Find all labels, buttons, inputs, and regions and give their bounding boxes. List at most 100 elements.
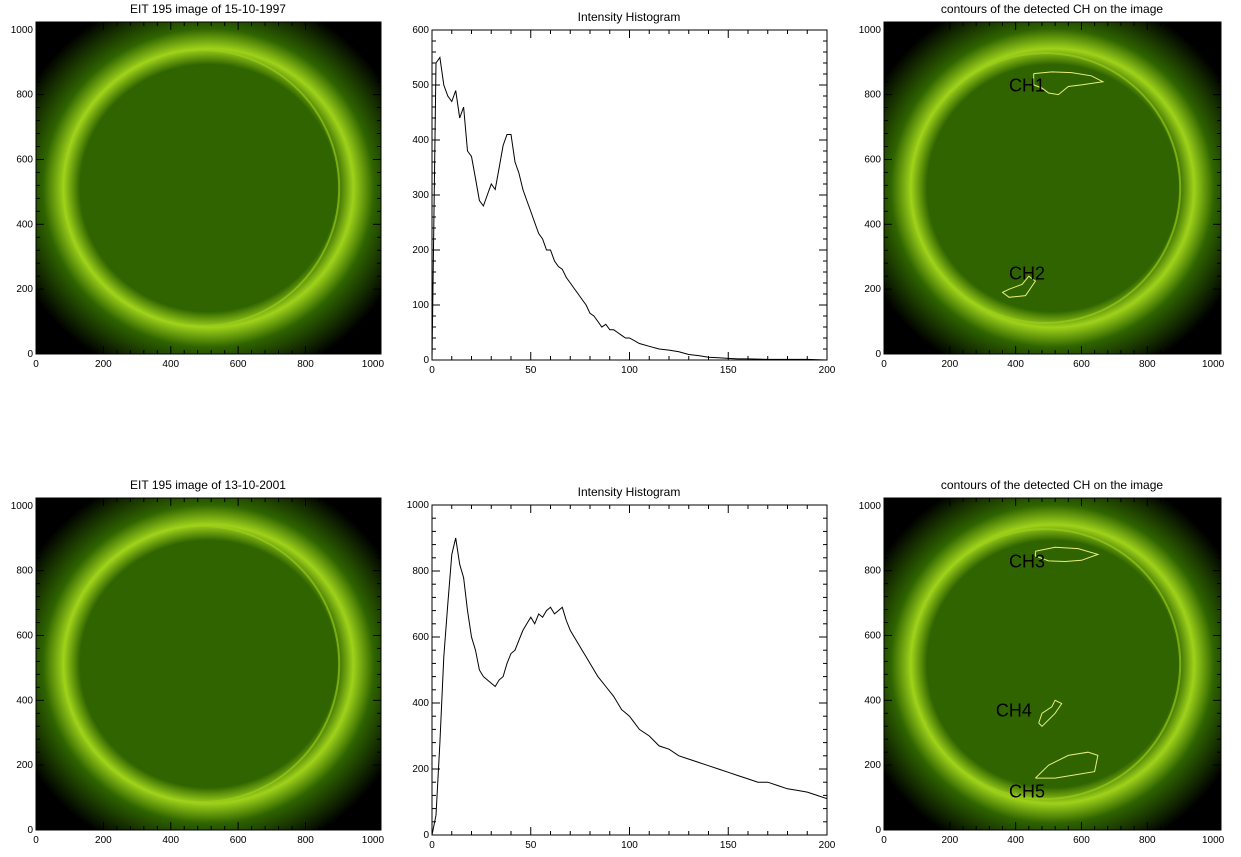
chart-svg: 0 200 400 600 800 1000 0 200 400 600 800 1000 xyxy=(11,21,384,370)
x-tick-label: 200 xyxy=(95,359,112,370)
x-tick-label: 200 xyxy=(95,835,112,846)
histogram-line xyxy=(431,537,828,836)
y-tick-label: 800 xyxy=(16,566,33,577)
x-tick-label: 800 xyxy=(1139,835,1156,846)
y-tick-label: 1000 xyxy=(11,501,34,512)
panel-contours-2001: contours of the detected CH on the image… xyxy=(859,478,1225,846)
x-tick-label: 200 xyxy=(941,359,958,370)
x-tick-label: 800 xyxy=(297,835,314,846)
chart-svg: 0 200 400 600 800 1000 0 200 400 600 800 1000 xyxy=(11,497,384,846)
chart-svg: 0 50 100 150 200 0 200 400 600 800 1000 xyxy=(407,500,836,851)
panel-eit-2001: EIT 195 image of 13-10-2001 0 200 400 600 80… xyxy=(11,478,385,846)
y-tick-label: 400 xyxy=(412,135,429,146)
y-tick-label: 1000 xyxy=(11,25,34,36)
x-tick-label: 150 xyxy=(720,840,737,851)
x-tick-label: 0 xyxy=(33,835,39,846)
solar-limb xyxy=(909,528,1182,800)
ch-contour xyxy=(1035,751,1099,779)
y-tick-label: 300 xyxy=(412,190,429,201)
x-tick-label: 400 xyxy=(1007,359,1024,370)
solar-limb xyxy=(61,48,341,328)
solar-image xyxy=(884,498,1221,830)
plot-area xyxy=(432,505,827,835)
y-tick-label: 200 xyxy=(864,284,881,295)
ch-label: CH3 xyxy=(1009,551,1045,571)
solar-limb xyxy=(61,524,341,804)
x-tick-label: 400 xyxy=(162,835,179,846)
panel-eit-1997: EIT 195 image of 15-10-1997 0 200 400 600 80… xyxy=(11,2,385,370)
y-tick-label: 400 xyxy=(16,695,33,706)
x-tick-label: 0 xyxy=(881,835,887,846)
x-tick-label: 150 xyxy=(720,365,737,376)
x-tick-label: 600 xyxy=(1073,359,1090,370)
y-tick-label: 1000 xyxy=(859,25,882,36)
x-tick-label: 400 xyxy=(1007,835,1024,846)
x-tick-label: 0 xyxy=(429,840,435,851)
y-tick-label: 0 xyxy=(27,349,33,360)
x-tick-label: 50 xyxy=(525,840,537,851)
y-tick-label: 0 xyxy=(423,355,429,366)
panel-title: Intensity Histogram xyxy=(577,10,681,24)
y-tick-label: 0 xyxy=(27,825,33,836)
y-tick-label: 800 xyxy=(864,90,881,101)
x-tick-label: 50 xyxy=(525,365,537,376)
x-tick-label: 100 xyxy=(621,365,638,376)
solar-image xyxy=(36,498,381,830)
x-tick-label: 0 xyxy=(881,359,887,370)
x-tick-label: 1000 xyxy=(1202,835,1225,846)
panel-title: Intensity Histogram xyxy=(577,485,681,499)
x-tick-label: 200 xyxy=(819,365,836,376)
solar-image xyxy=(36,22,381,354)
y-tick-label: 200 xyxy=(412,245,429,256)
y-tick-label: 600 xyxy=(864,154,881,165)
solar-image xyxy=(884,22,1221,354)
y-tick-label: 800 xyxy=(412,566,429,577)
panel-title: contours of the detected CH on the image xyxy=(940,478,1164,492)
y-tick-label: 200 xyxy=(412,764,429,775)
y-tick-label: 100 xyxy=(412,300,429,311)
x-tick-label: 1000 xyxy=(1202,359,1225,370)
ch-contour xyxy=(1038,699,1063,728)
panel-histogram-1997: Intensity Histogram 0 50 100 150 200 0 100 200 3… xyxy=(412,10,835,376)
y-tick-label: 600 xyxy=(16,630,33,641)
panel-contours-1997: contours of the detected CH on the image… xyxy=(859,2,1225,370)
x-tick-label: 0 xyxy=(429,365,435,376)
x-tick-label: 100 xyxy=(621,840,638,851)
x-tick-label: 200 xyxy=(819,840,836,851)
y-tick-label: 0 xyxy=(875,825,881,836)
y-tick-label: 600 xyxy=(412,25,429,36)
y-tick-label: 400 xyxy=(16,219,33,230)
y-tick-label: 200 xyxy=(16,284,33,295)
x-tick-label: 400 xyxy=(162,359,179,370)
axes-frame xyxy=(35,497,382,831)
x-tick-label: 600 xyxy=(230,835,247,846)
ch-label: CH1 xyxy=(1009,75,1045,95)
y-tick-label: 0 xyxy=(423,830,429,841)
x-tick-label: 600 xyxy=(1073,835,1090,846)
y-tick-label: 600 xyxy=(864,630,881,641)
y-tick-label: 0 xyxy=(875,349,881,360)
histogram-line xyxy=(431,56,828,361)
ch-label: CH5 xyxy=(1009,782,1045,802)
y-tick-label: 1000 xyxy=(407,500,430,511)
solar-limb xyxy=(909,52,1182,324)
y-tick-label: 1000 xyxy=(859,501,882,512)
ch-label: CH2 xyxy=(1009,263,1045,283)
y-tick-label: 800 xyxy=(864,566,881,577)
y-tick-label: 200 xyxy=(864,760,881,771)
panel-title: EIT 195 image of 15-10-1997 xyxy=(130,2,286,16)
x-tick-label: 600 xyxy=(230,359,247,370)
plot-area xyxy=(432,30,827,360)
panel-title: EIT 195 image of 13-10-2001 xyxy=(130,478,286,492)
ch-contour xyxy=(1001,275,1037,298)
y-tick-label: 400 xyxy=(412,698,429,709)
y-tick-label: 600 xyxy=(412,632,429,643)
y-tick-label: 400 xyxy=(864,695,881,706)
x-tick-label: 800 xyxy=(1139,359,1156,370)
panel-title: contours of the detected CH on the image xyxy=(940,2,1164,16)
x-tick-label: 200 xyxy=(941,835,958,846)
ch-contour xyxy=(1034,546,1100,563)
axes-frame xyxy=(883,21,1222,355)
y-tick-label: 600 xyxy=(16,154,33,165)
chart-svg: CH3 CH4 CH5 0 200 400 600 800 1000 0 200 400 600 800 1… xyxy=(859,497,1225,846)
